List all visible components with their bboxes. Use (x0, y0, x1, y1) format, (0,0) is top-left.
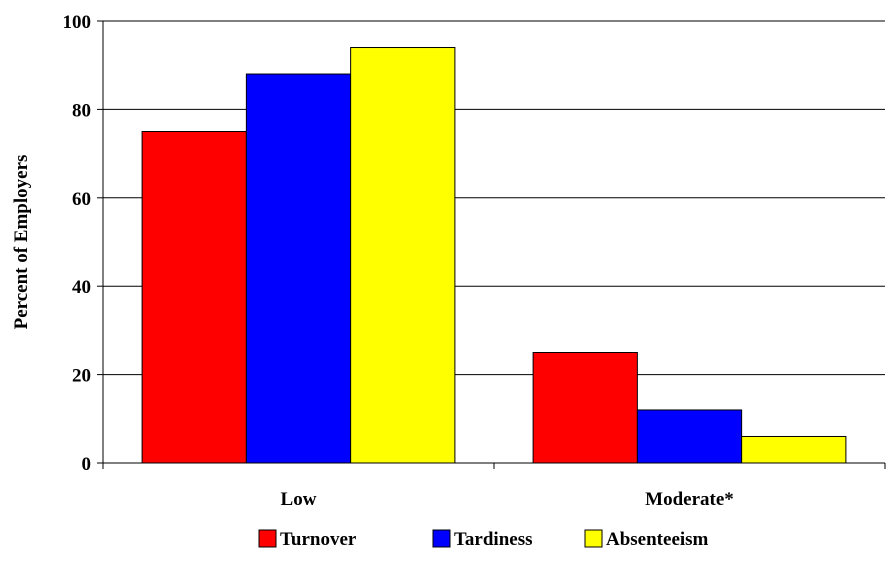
bar-tardiness-1 (245, 73, 352, 464)
axes (97, 20, 886, 469)
bar-absenteeism-1 (350, 47, 456, 464)
legend-label-absenteeism: Absenteeism (606, 529, 709, 550)
bars (141, 47, 847, 464)
bar-turnover-2 (532, 352, 638, 464)
x-tick-label: Moderate* (645, 489, 734, 510)
bar-absenteeism-2 (741, 435, 847, 464)
legend-label-turnover: Turnover (280, 529, 357, 550)
y-tick-label: 0 (82, 454, 92, 475)
legend-swatch-turnover (258, 529, 277, 548)
y-axis-title: Percent of Employers (11, 155, 32, 330)
bar-tardiness-2 (636, 409, 743, 464)
legend-swatch-tardiness (432, 529, 451, 548)
legend: Turnover Tardiness Absenteeism (258, 529, 709, 550)
y-tick-label: 60 (72, 189, 91, 210)
y-tick-labels: 0 20 40 60 80 100 (63, 12, 92, 475)
y-tick-label: 80 (72, 100, 91, 121)
x-tick-label: Low (281, 489, 317, 510)
bar-turnover-1 (141, 131, 247, 464)
y-tick-label: 40 (72, 277, 91, 298)
legend-label-tardiness: Tardiness (454, 529, 533, 550)
x-tick-labels: Low Moderate* (281, 489, 734, 510)
y-tick-label: 20 (72, 366, 91, 387)
y-tick-label: 100 (63, 12, 92, 33)
legend-swatch-absenteeism (584, 529, 603, 548)
